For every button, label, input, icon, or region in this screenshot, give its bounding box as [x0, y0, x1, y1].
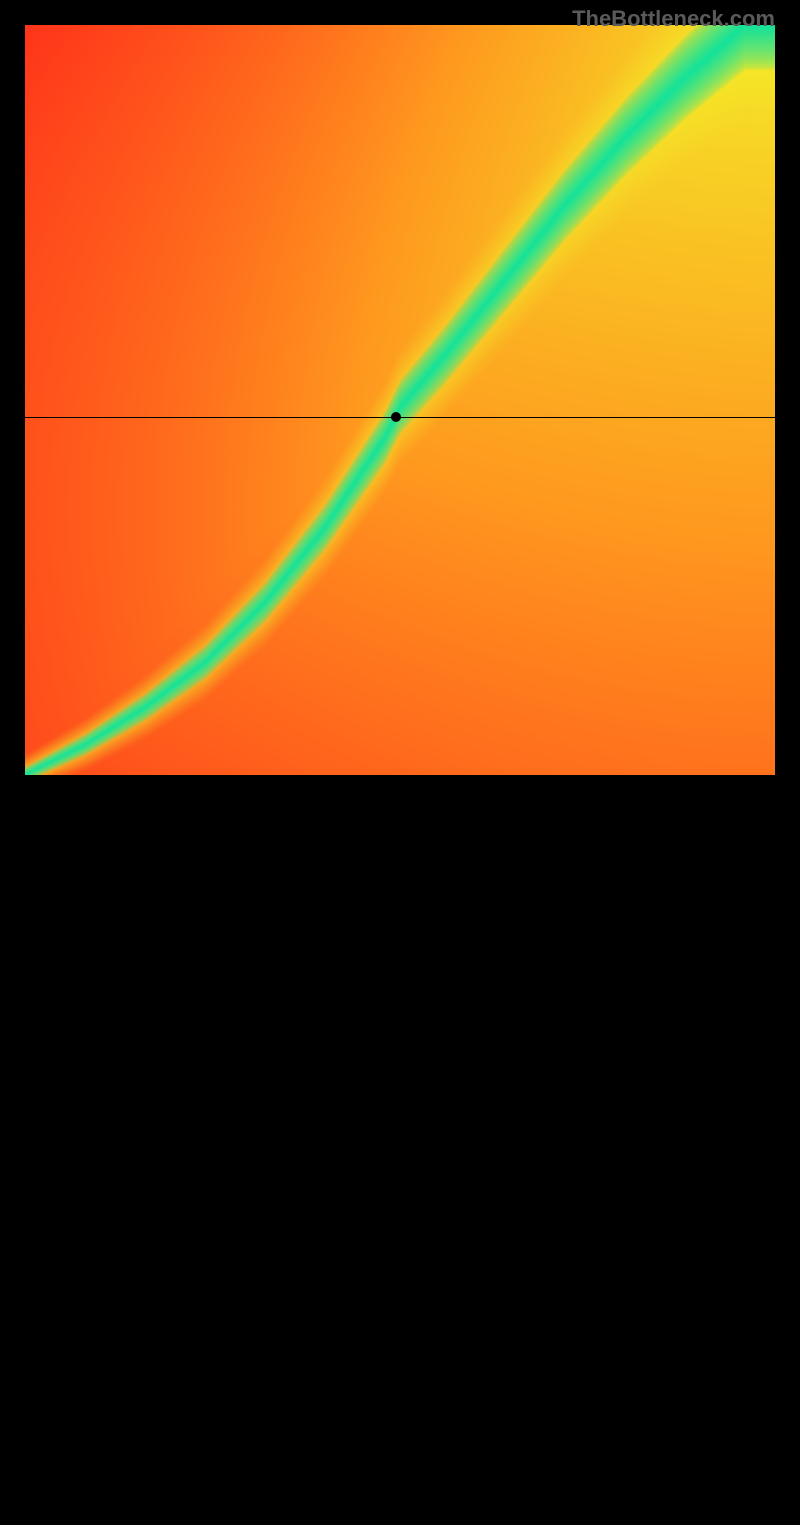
crosshair-vertical	[396, 775, 397, 1525]
crosshair-marker	[391, 412, 401, 422]
watermark-text: TheBottleneck.com	[572, 6, 775, 32]
heatmap-canvas	[25, 25, 775, 775]
heatmap-plot	[25, 25, 775, 775]
